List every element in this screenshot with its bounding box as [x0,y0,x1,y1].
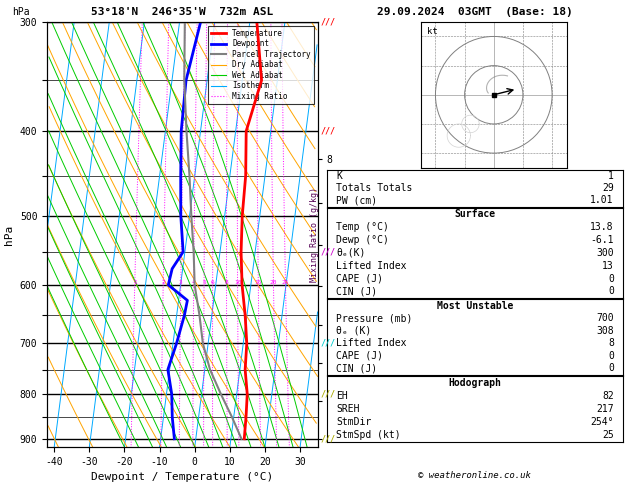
Text: CAPE (J): CAPE (J) [336,351,383,361]
Legend: Temperature, Dewpoint, Parcel Trajectory, Dry Adiabat, Wet Adiabat, Isotherm, Mi: Temperature, Dewpoint, Parcel Trajectory… [208,26,314,104]
Text: Surface: Surface [454,209,496,220]
Text: 1.01: 1.01 [591,195,614,206]
Text: ///: /// [321,247,336,257]
Text: Lifted Index: Lifted Index [336,338,406,348]
Text: 0: 0 [608,286,614,296]
Text: 3: 3 [179,280,182,285]
Text: Hodograph: Hodograph [448,378,501,388]
Text: Mixing Ratio (g/kg): Mixing Ratio (g/kg) [310,187,319,282]
Text: 29.09.2024  03GMT  (Base: 18): 29.09.2024 03GMT (Base: 18) [377,7,573,17]
Text: -6.1: -6.1 [591,235,614,245]
Text: 25: 25 [282,280,289,285]
Text: 8: 8 [608,338,614,348]
Text: Pressure (mb): Pressure (mb) [336,313,413,323]
Text: ///: /// [321,339,336,348]
Text: Totals Totals: Totals Totals [336,183,413,193]
Text: StmDir: StmDir [336,417,371,427]
Text: 1: 1 [133,280,136,285]
Text: 5: 5 [202,280,206,285]
Text: 13: 13 [602,261,614,271]
Text: StmSpd (kt): StmSpd (kt) [336,430,401,440]
Text: θₑ(K): θₑ(K) [336,248,365,258]
Text: 10: 10 [234,280,242,285]
Text: ///: /// [321,126,336,136]
Text: kt: kt [426,27,437,35]
Text: 15: 15 [255,280,262,285]
Text: SREH: SREH [336,404,359,414]
Text: θₑ (K): θₑ (K) [336,326,371,336]
Text: ///: /// [321,390,336,399]
Text: 13.8: 13.8 [591,222,614,232]
Text: 0: 0 [608,274,614,284]
Text: 0: 0 [608,364,614,373]
Text: CAPE (J): CAPE (J) [336,274,383,284]
Text: 254°: 254° [591,417,614,427]
Text: 300: 300 [596,248,614,258]
Text: Dewp (°C): Dewp (°C) [336,235,389,245]
Text: 217: 217 [596,404,614,414]
Text: 53°18'N  246°35'W  732m ASL: 53°18'N 246°35'W 732m ASL [91,7,274,17]
Text: 6: 6 [211,280,214,285]
Text: Most Unstable: Most Unstable [437,301,513,311]
Text: 25: 25 [602,430,614,440]
Text: 82: 82 [602,391,614,401]
Text: ///: /// [321,434,336,443]
X-axis label: Dewpoint / Temperature (°C): Dewpoint / Temperature (°C) [91,472,274,483]
Text: CIN (J): CIN (J) [336,286,377,296]
Text: 20: 20 [270,280,277,285]
Text: © weatheronline.co.uk: © weatheronline.co.uk [418,471,532,480]
Text: CIN (J): CIN (J) [336,364,377,373]
Text: PW (cm): PW (cm) [336,195,377,206]
Text: hPa: hPa [13,7,30,17]
Text: 4: 4 [192,280,196,285]
Text: 1: 1 [608,171,614,181]
Text: 700: 700 [596,313,614,323]
Text: 2: 2 [161,280,165,285]
Text: 29: 29 [602,183,614,193]
Y-axis label: hPa: hPa [4,225,14,244]
Text: Temp (°C): Temp (°C) [336,222,389,232]
Text: 8: 8 [225,280,228,285]
Text: EH: EH [336,391,348,401]
Text: K: K [336,171,342,181]
Text: ///: /// [321,17,336,26]
Text: 0: 0 [608,351,614,361]
Y-axis label: km
ASL: km ASL [352,235,369,256]
Text: 308: 308 [596,326,614,336]
Text: Lifted Index: Lifted Index [336,261,406,271]
